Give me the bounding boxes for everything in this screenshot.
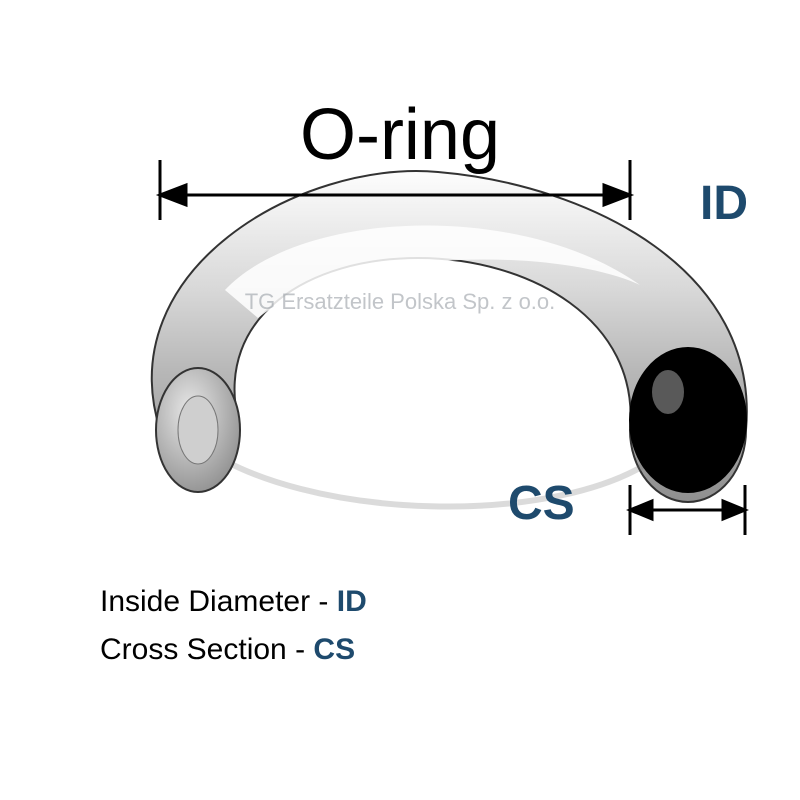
label-cs: CS xyxy=(508,476,575,531)
cut-face-left xyxy=(156,368,240,492)
cut-face-right xyxy=(630,348,746,492)
legend-term: Inside Diameter - xyxy=(100,585,337,618)
label-id: ID xyxy=(700,176,748,231)
legend-term: Cross Section - xyxy=(100,633,313,666)
diagram-title: O-ring xyxy=(0,94,800,176)
diagram-stage: O-ring TG Ersatzteile Polska Sp. z o.o. … xyxy=(0,0,800,800)
legend-abbr: ID xyxy=(337,585,367,618)
legend-row-cs: Cross Section - CS xyxy=(100,633,367,667)
legend: Inside Diameter - ID Cross Section - CS xyxy=(100,585,367,667)
legend-abbr: CS xyxy=(313,633,355,666)
legend-row-id: Inside Diameter - ID xyxy=(100,585,367,619)
